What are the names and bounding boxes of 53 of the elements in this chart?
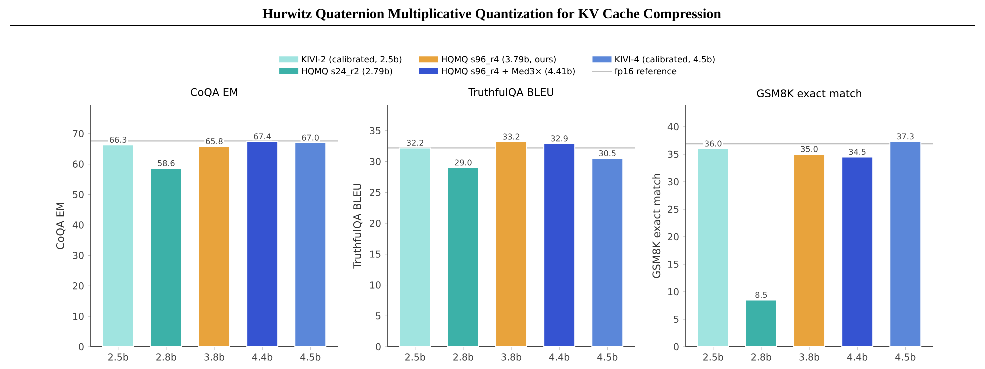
chart-subtitle: CoQA EM (191, 88, 238, 98)
y-tick-label: 0 (79, 343, 84, 351)
y-tick-label: 60 (73, 160, 84, 168)
y-tick-label: 5 (674, 316, 679, 324)
y-tick-label: 20 (73, 282, 84, 290)
x-tick-label: 2.5b (704, 354, 724, 361)
y-tick-label: 10 (370, 282, 381, 289)
legend-label: fp16 reference (614, 68, 677, 76)
x-tick-label: 4.5b (300, 354, 321, 361)
y-tick-label: 20 (668, 233, 679, 241)
y-tick-label: 35 (370, 127, 381, 135)
y-axis-title: GSM8K exact match (652, 174, 661, 278)
x-tick-label: 3.8b (502, 354, 522, 361)
y-tick-label: 25 (370, 189, 381, 196)
chart-title: GSM8K exact match (757, 89, 862, 98)
y-tick-label: 10 (73, 312, 84, 320)
y-tick-label: 30 (73, 252, 84, 260)
y-tick-label: 70 (73, 130, 84, 138)
y-axis-title: TruthfulQA BLEU (353, 184, 363, 269)
y-tick-label: 15 (370, 250, 381, 258)
x-tick-label: 4.4b (550, 354, 570, 361)
x-tick-label: 3.8b (204, 354, 225, 361)
y-tick-label: 20 (370, 220, 381, 228)
x-tick-label: 4.4b (848, 354, 868, 361)
x-tick-label: 3.8b (800, 354, 820, 361)
y-tick-label: 50 (73, 191, 84, 198)
legend-label: HQMQ s24_r2 (2.79b) (302, 68, 392, 76)
y-tick-label: 5 (376, 312, 381, 320)
y-tick-label: 40 (668, 123, 679, 131)
x-tick-label: 2.5b (108, 354, 128, 361)
x-tick-label: 2.8b (156, 354, 176, 361)
y-axis-title: CoQA EM (56, 203, 66, 250)
y-tick-label: 0 (674, 343, 679, 351)
legend-label: HQMQ s96_r4 (3.79b, ours) (442, 56, 556, 65)
legend-label: KIVI-4 (calibrated, 4.5b) (616, 56, 715, 64)
x-tick-label: 2.8b (752, 354, 772, 361)
y-tick-label: 35 (668, 150, 679, 158)
y-tick-label: 15 (668, 260, 679, 268)
y-tick-label: 0 (376, 343, 381, 351)
y-tick-label: 10 (668, 288, 679, 296)
x-tick-label: 2.8b (454, 354, 474, 361)
x-tick-label: 4.5b (896, 354, 916, 361)
x-tick-label: 4.4b (252, 354, 273, 361)
x-tick-label: 4.5b (598, 354, 618, 361)
legend-label: KIVI-2 (calibrated, 2.5b) (302, 56, 402, 64)
y-tick-label: 25 (668, 206, 679, 214)
y-tick-label: 30 (370, 158, 381, 166)
chart-title: TruthfulQA BLEU (468, 88, 554, 98)
y-tick-label: 30 (668, 178, 679, 186)
y-tick-label: 40 (72, 222, 84, 229)
x-tick-label: 2.5b (406, 354, 426, 361)
text: Hurwitz Quaternion Multiplicative Quantization for KV Cache Compression (262, 8, 722, 22)
legend-label: HQMQ s96_r4 + Med3× (4.41b) (442, 68, 575, 76)
